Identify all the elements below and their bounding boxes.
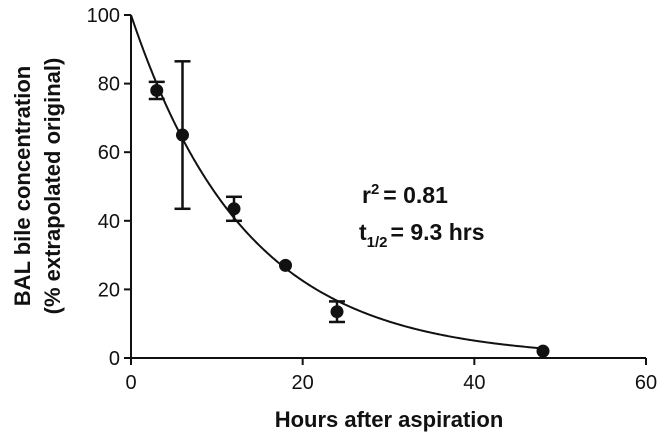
y-tick-label: 80 <box>98 74 120 96</box>
data-points <box>150 83 550 358</box>
r2-sup: 2 <box>371 181 379 198</box>
half-life-base: t <box>359 219 367 245</box>
data-point <box>330 305 344 319</box>
x-tick-label: 20 <box>292 372 314 394</box>
x-axis-title: Hours after aspiration <box>275 407 504 432</box>
y-axis-subtitle: (% extrapolated original) <box>40 58 65 315</box>
data-point <box>227 202 241 216</box>
r2-base: r <box>362 182 371 208</box>
fit-curve <box>130 14 544 350</box>
y-tick-label: 100 <box>87 5 120 27</box>
y-tick-label: 40 <box>98 211 120 233</box>
axes: 0 20 40 60 80 100 0 20 40 60 <box>87 5 658 394</box>
y-axis-title: BAL bile concentration <box>10 66 35 306</box>
half-life-annotation: t1/2 = 9.3 hrs <box>359 219 485 251</box>
data-point <box>176 128 189 142</box>
y-axis-title-group: BAL bile concentration (% extrapolated o… <box>10 58 65 315</box>
data-point <box>150 83 164 97</box>
fit-curve-group <box>130 14 544 350</box>
error-bars <box>148 60 345 324</box>
half-life-value: = 9.3 hrs <box>391 219 485 245</box>
data-point <box>279 258 292 272</box>
x-tick-label: 60 <box>635 372 657 394</box>
r2-value: = 0.81 <box>383 182 448 208</box>
x-tick-label: 40 <box>463 372 485 394</box>
x-tick-label: 0 <box>125 372 136 394</box>
y-tick-label: 20 <box>98 279 120 301</box>
r-squared-annotation: r2 = 0.81 <box>362 181 448 208</box>
half-life-sub: 1/2 <box>367 234 388 251</box>
y-tick-label: 0 <box>109 348 120 370</box>
y-tick-label: 60 <box>98 142 120 164</box>
data-point <box>536 344 550 358</box>
